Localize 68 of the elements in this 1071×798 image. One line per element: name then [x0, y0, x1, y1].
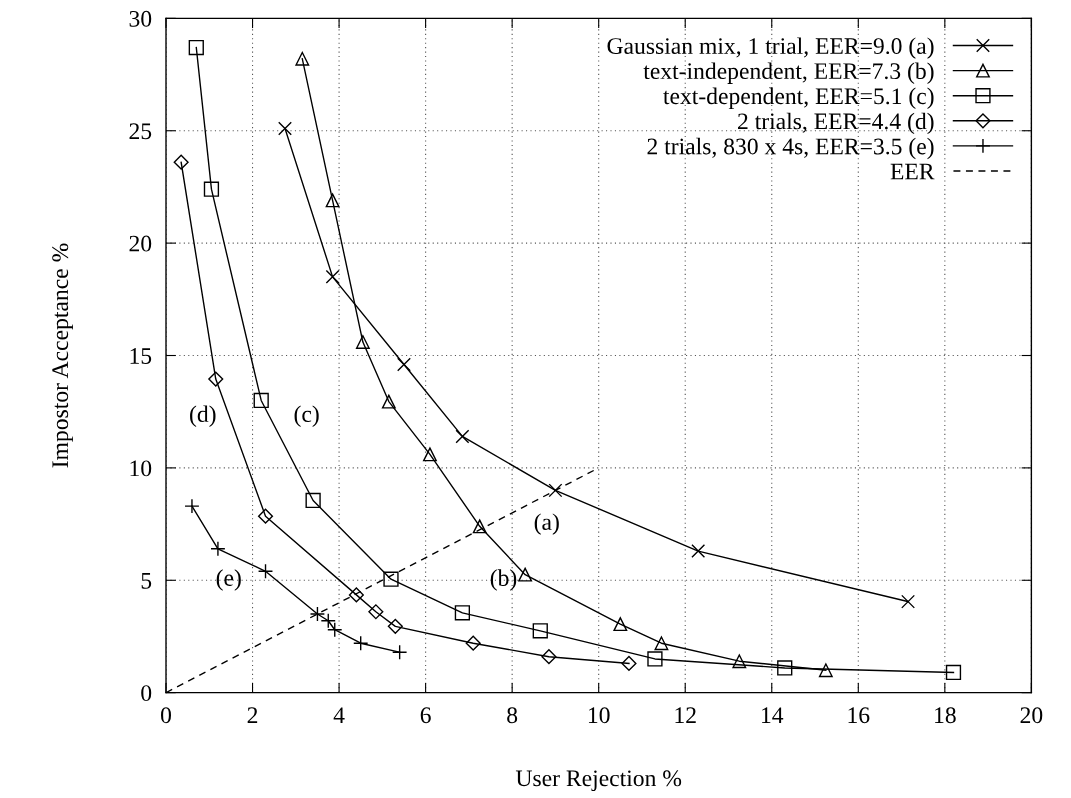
legend-label: 2 trials, EER=4.4 (d) [738, 112, 934, 135]
point [348, 587, 364, 603]
y-axis-title: Impostor Acceptance % [52, 243, 73, 468]
y-tick-label: 0 [141, 685, 152, 702]
point [383, 571, 399, 587]
y-tick-label: 30 [129, 10, 152, 27]
x-tick-label: 6 [420, 707, 431, 724]
annotation: (d) [190, 405, 216, 427]
point [945, 664, 962, 681]
point [257, 508, 274, 524]
point [472, 519, 487, 534]
legend-label: 2 trials, 830 x 4s, EER=3.5 (e) [647, 137, 934, 160]
point [278, 121, 292, 136]
x-tick-label: 18 [935, 707, 956, 724]
x-tick-label: 4 [333, 707, 345, 723]
point [532, 623, 548, 639]
x-axis-title: User Rejection % [515, 770, 682, 792]
point [548, 483, 563, 498]
x-tick-label: 10 [588, 707, 610, 724]
legend-label: text-independent, EER=7.3 (b) [643, 62, 934, 84]
point [325, 269, 340, 284]
point [732, 654, 747, 669]
point [381, 394, 396, 409]
x-tick-label: 12 [675, 707, 696, 723]
point [397, 357, 411, 372]
y-tick-label: 20 [129, 235, 152, 252]
point [518, 567, 533, 582]
point [188, 39, 204, 56]
x-tick-label: 16 [848, 707, 870, 724]
point [355, 335, 370, 349]
x-tick-label: 14 [762, 707, 784, 723]
x-tick-label: 2 [247, 707, 258, 723]
annotation: (e) [216, 569, 241, 591]
point [901, 594, 916, 609]
y-tick-label: 15 [130, 348, 152, 364]
point [654, 636, 669, 651]
point [295, 51, 310, 66]
x-tick-label: 8 [507, 707, 518, 724]
point [691, 544, 706, 559]
point [777, 660, 793, 676]
point [621, 655, 637, 672]
x-tick-label: 20 [1020, 707, 1043, 724]
legend-label: text-dependent, EER=5.1 (c) [663, 87, 934, 109]
point [253, 392, 269, 409]
point [203, 181, 220, 197]
legend-label: EER [890, 163, 935, 180]
point [541, 649, 557, 665]
point [368, 604, 384, 620]
point [613, 617, 628, 632]
x-tick-label: 0 [161, 707, 172, 724]
point [422, 447, 437, 462]
y-tick-label: 5 [141, 573, 152, 589]
annotation: (b) [490, 569, 517, 591]
point [647, 651, 663, 667]
point [325, 193, 340, 208]
point [465, 635, 481, 651]
annotation: (a) [534, 513, 559, 535]
point [455, 429, 470, 444]
legend-label: Gaussian mix, 1 trial, EER=9.0 (a) [607, 37, 934, 59]
point [173, 154, 189, 170]
y-tick-label: 25 [129, 123, 152, 140]
point [454, 605, 471, 621]
annotation: (c) [294, 405, 319, 427]
point [208, 371, 224, 387]
point [305, 492, 321, 509]
y-tick-label: 10 [130, 460, 152, 477]
point [818, 663, 833, 678]
point [387, 618, 403, 634]
